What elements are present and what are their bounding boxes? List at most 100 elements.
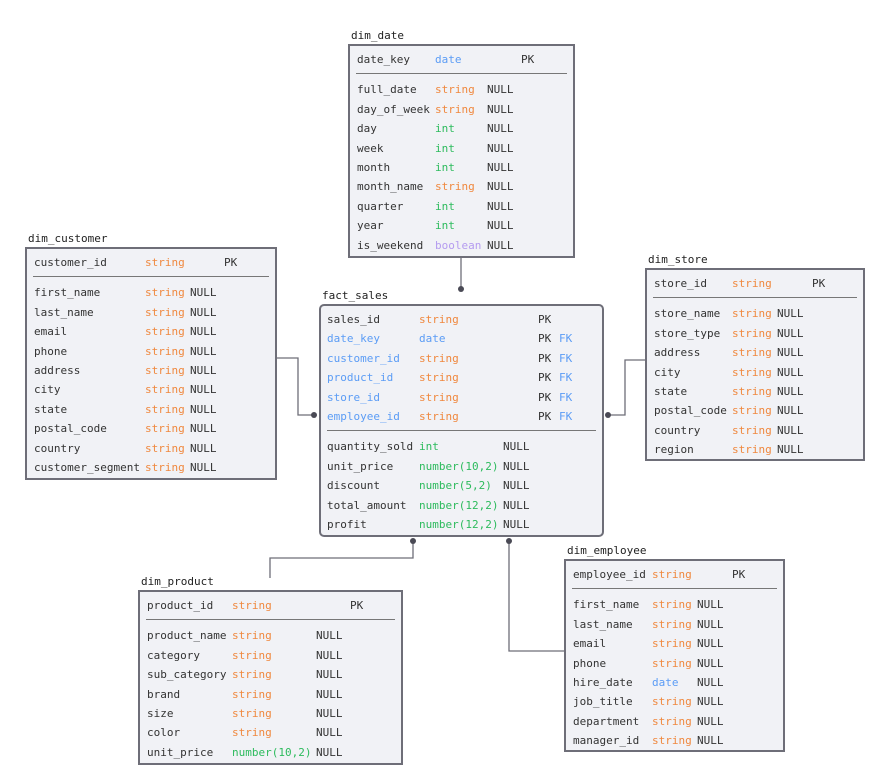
column-row[interactable]: country string NULL xyxy=(27,441,275,457)
column-row[interactable]: brand string NULL xyxy=(140,687,401,703)
table-title: dim_store xyxy=(648,253,708,266)
nullable-label: NULL xyxy=(697,617,724,631)
column-type: string xyxy=(419,371,459,385)
column-row[interactable]: month int NULL xyxy=(350,160,573,176)
column-row[interactable]: hire_date date NULL xyxy=(566,675,783,691)
column-name: category xyxy=(147,648,200,662)
key-row[interactable]: employee_id string PK xyxy=(566,567,783,583)
column-type: boolean xyxy=(435,238,482,252)
nullable-label: NULL xyxy=(190,344,217,358)
column-row[interactable]: product_name string NULL xyxy=(140,628,401,644)
column-row[interactable]: manager_id string NULL xyxy=(566,733,783,749)
key-row[interactable]: product_id string PK xyxy=(140,598,401,614)
column-row[interactable]: month_name string NULL xyxy=(350,179,573,195)
column-name: customer_id xyxy=(34,256,107,269)
column-row[interactable]: last_name string NULL xyxy=(27,305,275,321)
column-name: total_amount xyxy=(327,498,407,512)
column-row[interactable]: state string NULL xyxy=(27,402,275,418)
column-type: number(5,2) xyxy=(419,479,492,493)
column-name: postal_code xyxy=(34,422,107,436)
table-dim_date[interactable]: date_key date PK full_date string NULL day_of_… xyxy=(348,44,575,258)
column-type: string xyxy=(232,668,272,682)
column-type: string xyxy=(732,326,772,340)
key-row[interactable]: employee_id string PK FK xyxy=(321,409,602,425)
column-type: string xyxy=(145,344,185,358)
nullable-label: NULL xyxy=(697,714,724,728)
key-row[interactable]: sales_id string PK xyxy=(321,312,602,328)
nullable-label: NULL xyxy=(697,734,724,748)
column-row[interactable]: store_name string NULL xyxy=(647,306,863,322)
column-row[interactable]: first_name string NULL xyxy=(27,285,275,301)
nullable-label: NULL xyxy=(503,498,530,512)
table-fact_sales[interactable]: sales_id string PK date_key date PK FK customer… xyxy=(319,304,604,537)
key-row[interactable]: date_key date PK xyxy=(350,52,573,68)
column-name: store_type xyxy=(654,326,721,340)
column-row[interactable]: postal_code string NULL xyxy=(647,403,863,419)
column-row[interactable]: day_of_week string NULL xyxy=(350,102,573,118)
column-type: string xyxy=(145,286,185,300)
table-divider xyxy=(572,588,777,590)
column-row[interactable]: quarter int NULL xyxy=(350,199,573,215)
column-name: address xyxy=(654,346,701,360)
column-row[interactable]: color string NULL xyxy=(140,725,401,741)
column-row[interactable]: email string NULL xyxy=(27,324,275,340)
column-row[interactable]: department string NULL xyxy=(566,714,783,730)
table-title: fact_sales xyxy=(322,289,389,302)
column-row[interactable]: region string NULL xyxy=(647,442,863,458)
column-row[interactable]: store_type string NULL xyxy=(647,326,863,342)
column-row[interactable]: day int NULL xyxy=(350,121,573,137)
column-name: employee_id xyxy=(573,568,646,581)
table-divider xyxy=(327,430,596,432)
column-name: country xyxy=(34,441,81,455)
column-row[interactable]: size string NULL xyxy=(140,706,401,722)
column-row[interactable]: phone string NULL xyxy=(566,656,783,672)
column-row[interactable]: week int NULL xyxy=(350,141,573,157)
nullable-label: NULL xyxy=(503,459,530,473)
column-type: string xyxy=(232,707,272,720)
column-row[interactable]: last_name string NULL xyxy=(566,617,783,633)
key-row[interactable]: product_id string PK FK xyxy=(321,370,602,386)
column-type: string xyxy=(652,598,692,612)
column-row[interactable]: first_name string NULL xyxy=(566,597,783,613)
table-title: dim_product xyxy=(141,575,214,588)
key-badge: PK xyxy=(538,371,552,385)
column-row[interactable]: year int NULL xyxy=(350,218,573,234)
column-type: int xyxy=(435,199,455,213)
column-row[interactable]: address string NULL xyxy=(647,345,863,361)
key-row[interactable]: store_id string PK FK xyxy=(321,390,602,406)
key-row[interactable]: customer_id string PK FK xyxy=(321,351,602,367)
nullable-label: NULL xyxy=(487,238,514,252)
column-row[interactable]: phone string NULL xyxy=(27,344,275,360)
column-row[interactable]: category string NULL xyxy=(140,648,401,664)
column-type: number(10,2) xyxy=(419,459,499,473)
key-row[interactable]: date_key date PK FK xyxy=(321,331,602,347)
column-row[interactable]: email string NULL xyxy=(566,636,783,652)
column-name: product_name xyxy=(147,629,227,643)
nullable-label: NULL xyxy=(777,346,804,360)
column-row[interactable]: country string NULL xyxy=(647,423,863,439)
column-row[interactable]: full_date string NULL xyxy=(350,82,573,98)
column-row[interactable]: customer_segment string NULL xyxy=(27,460,275,476)
key-row[interactable]: store_id string PK xyxy=(647,276,863,292)
column-row[interactable]: is_weekend boolean NULL xyxy=(350,238,573,254)
column-row[interactable]: state string NULL xyxy=(647,384,863,400)
table-dim_product[interactable]: product_id string PK product_name string NULL… xyxy=(138,590,403,765)
column-row[interactable]: sub_category string NULL xyxy=(140,667,401,683)
column-row[interactable]: unit_price number(10,2) NULL xyxy=(140,745,401,761)
column-row[interactable]: city string NULL xyxy=(27,382,275,398)
column-row[interactable]: job_title string NULL xyxy=(566,694,783,710)
column-row[interactable]: total_amount number(12,2) NULL xyxy=(321,498,602,514)
column-row[interactable]: address string NULL xyxy=(27,363,275,379)
column-row[interactable]: discount number(5,2) NULL xyxy=(321,478,602,494)
key-row[interactable]: customer_id string PK xyxy=(27,255,275,271)
column-type: string xyxy=(435,180,475,194)
column-row[interactable]: profit number(12,2) NULL xyxy=(321,517,602,533)
column-row[interactable]: postal_code string NULL xyxy=(27,421,275,437)
column-row[interactable]: unit_price number(10,2) NULL xyxy=(321,459,602,475)
column-row[interactable]: city string NULL xyxy=(647,365,863,381)
column-row[interactable]: quantity_sold int NULL xyxy=(321,439,602,455)
nullable-label: NULL xyxy=(487,180,514,194)
